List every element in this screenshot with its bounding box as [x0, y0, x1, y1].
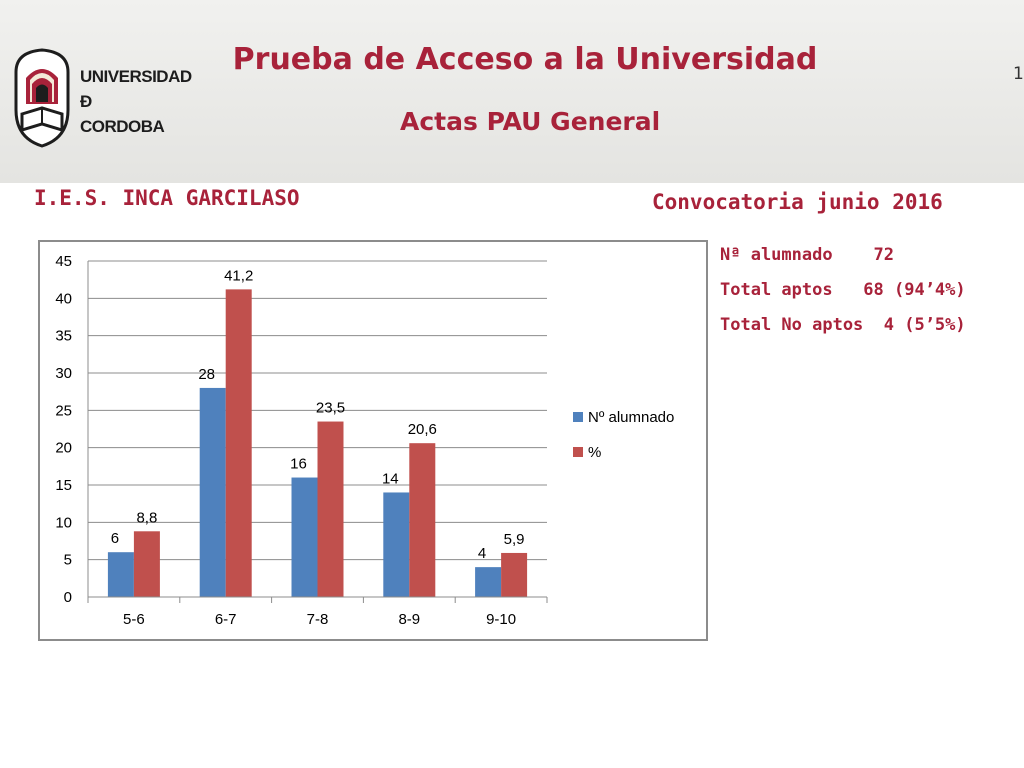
y-tick-label: 40 [55, 290, 72, 307]
legend-label: % [588, 444, 601, 461]
data-label: 20,6 [408, 421, 437, 438]
y-tick-label: 15 [55, 477, 72, 494]
y-tick-label: 10 [55, 514, 72, 531]
bar [317, 421, 344, 597]
page-title: Prueba de Acceso a la Universidad [232, 42, 818, 77]
data-label: 16 [290, 456, 307, 473]
bar [133, 531, 160, 597]
stat-passed: Total aptos 68 (94’4%) [720, 280, 966, 300]
x-tick-label: 5-6 [123, 611, 145, 628]
data-label: 28 [198, 366, 215, 383]
university-line3: CORDOBA [80, 117, 165, 136]
page-number: 1 [1013, 64, 1024, 84]
data-label: 5,9 [504, 531, 525, 548]
y-tick-label: 20 [55, 440, 72, 457]
exam-session: Convocatoria junio 2016 [652, 190, 943, 214]
legend-swatch [573, 447, 583, 457]
data-label: 6 [111, 530, 119, 547]
header-banner [0, 0, 1024, 183]
data-label: 8,8 [136, 509, 157, 526]
y-tick-label: 0 [64, 589, 72, 606]
y-tick-label: 25 [55, 402, 72, 419]
data-label: 4 [478, 545, 486, 562]
data-label: 23,5 [316, 400, 345, 417]
bar [501, 552, 528, 597]
x-tick-label: 6-7 [215, 611, 237, 628]
school-name: I.E.S. INCA GARCILASO [34, 186, 300, 210]
x-tick-label: 8-9 [398, 611, 420, 628]
y-tick-label: 5 [64, 552, 72, 569]
bar [291, 477, 318, 597]
x-tick-label: 7-8 [307, 611, 329, 628]
university-line1: UNIVERSIDAD [80, 67, 192, 86]
data-label: 41,2 [224, 267, 253, 284]
legend-label: Nº alumnado [588, 409, 674, 426]
bar [383, 492, 410, 597]
university-name: UNIVERSIDAD Ð CORDOBA [80, 64, 192, 139]
bar [409, 443, 436, 597]
grade-distribution-chart: 0 5 10 15 20 25 30 35 40 45 5-6 6 8,8 6-7 28 41,2 7-8 16 2… [38, 240, 708, 641]
legend-swatch [573, 412, 583, 422]
chart-canvas: 0 5 10 15 20 25 30 35 40 45 5-6 6 8,8 6-7 28 41,2 7-8 16 2… [55, 253, 674, 628]
university-line2: Ð [80, 92, 92, 111]
stats-panel: Nª alumnado 72 Total aptos 68 (94’4%) To… [720, 238, 966, 343]
y-tick-label: 35 [55, 328, 72, 345]
bar [107, 552, 134, 597]
bar [475, 567, 502, 597]
stat-failed: Total No aptos 4 (5’5%) [720, 315, 966, 335]
university-logo [14, 48, 70, 148]
bar [199, 387, 226, 597]
data-label: 14 [382, 470, 399, 487]
bar [225, 289, 252, 597]
page-subtitle: Actas PAU General [400, 107, 661, 136]
y-tick-label: 45 [55, 253, 72, 270]
y-tick-label: 30 [55, 365, 72, 382]
x-tick-label: 9-10 [486, 611, 516, 628]
stat-students: Nª alumnado 72 [720, 245, 894, 265]
